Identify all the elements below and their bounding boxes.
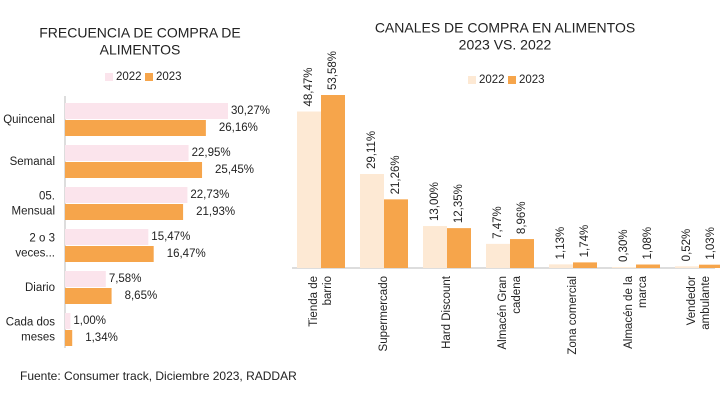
value-label: 0,30%: [618, 229, 630, 262]
legend-swatch: [468, 76, 476, 84]
value-label: 26,16%: [219, 122, 258, 134]
value-label: 7,58%: [109, 273, 142, 285]
value-label: 13,00%: [429, 182, 441, 221]
value-label: 48,47%: [303, 67, 315, 106]
bar: [65, 120, 206, 136]
bar: [65, 187, 188, 203]
y-tick-label: 05. Mensual: [12, 191, 55, 218]
value-label: 29,11%: [366, 131, 378, 169]
value-label: 21,93%: [196, 206, 235, 218]
value-label: 8,65%: [125, 290, 158, 302]
x-tick-label: Almacén Gran cadena: [497, 275, 523, 349]
chart-title: FRECUENCIA DE COMPRA DE ALIMENTOS: [39, 24, 240, 57]
bar: [699, 264, 720, 268]
x-tick-label: Hard Discount: [441, 275, 453, 349]
legend-label: 2022: [479, 74, 505, 86]
value-label: 21,26%: [390, 155, 402, 194]
bar: [65, 145, 189, 161]
value-label: 22,73%: [190, 189, 229, 201]
y-tick-label: Diario: [25, 282, 55, 294]
value-label: 1,74%: [579, 225, 591, 258]
value-label: 8,96%: [516, 201, 528, 234]
value-label: 30,27%: [231, 105, 270, 117]
source: Fuente: Consumer track, Diciembre 2023, …: [20, 369, 297, 383]
x-tick-label: Tienda de barrio: [308, 276, 334, 327]
x-tick-label: Supermercado: [378, 276, 390, 351]
y-tick-label: Cada dos meses: [6, 317, 55, 344]
bar: [360, 174, 384, 268]
bar: [65, 204, 184, 220]
y-tick-label: Semanal: [10, 156, 55, 168]
y-tick-label: Quincenal: [3, 114, 55, 126]
value-label: 25,45%: [215, 164, 254, 176]
bar: [65, 288, 112, 304]
bar: [384, 199, 408, 268]
value-label: 1,03%: [705, 227, 717, 260]
bar: [65, 162, 203, 178]
value-label: 12,35%: [453, 184, 465, 223]
value-label: 22,95%: [192, 147, 231, 159]
value-label: 7,47%: [492, 206, 504, 239]
bar: [65, 330, 73, 346]
legend-label: 2022: [116, 71, 142, 83]
legend-swatch: [145, 73, 153, 81]
bar: [65, 229, 149, 245]
value-label: 1,00%: [73, 315, 106, 327]
chart-title: CANALES DE COMPRA EN ALIMENTOS 2023 VS. 2…: [375, 19, 635, 52]
value-label: 1,34%: [85, 332, 118, 344]
legend-swatch: [105, 73, 113, 81]
bar: [65, 103, 228, 119]
value-label: 0,52%: [681, 229, 693, 262]
value-label: 1,13%: [555, 227, 567, 260]
bar: [65, 313, 71, 329]
x-tick-label: Almacén de la marca: [623, 275, 649, 348]
bar: [65, 271, 106, 287]
bar: [510, 239, 534, 268]
x-tick-label: Zona comercial: [567, 276, 579, 355]
bar: [423, 226, 447, 268]
value-label: 1,08%: [642, 227, 654, 260]
bar: [297, 111, 321, 268]
bar: [549, 264, 573, 268]
value-label: 15,47%: [151, 231, 190, 243]
legend-swatch: [508, 76, 516, 84]
legend-label: 2023: [519, 74, 545, 86]
legend-label: 2023: [156, 71, 182, 83]
x-tick-label: Vendedor ambulante: [686, 276, 712, 330]
bar: [486, 243, 510, 268]
bar: [321, 95, 345, 268]
bar: [573, 262, 597, 268]
y-tick-label: 2 o 3 veces...: [15, 233, 55, 260]
bar: [675, 266, 699, 268]
value-label: 16,47%: [167, 248, 206, 260]
bar: [447, 228, 471, 268]
bar: [636, 264, 660, 268]
bar: [612, 267, 636, 268]
bar: [65, 246, 154, 262]
value-label: 53,58%: [327, 51, 339, 90]
